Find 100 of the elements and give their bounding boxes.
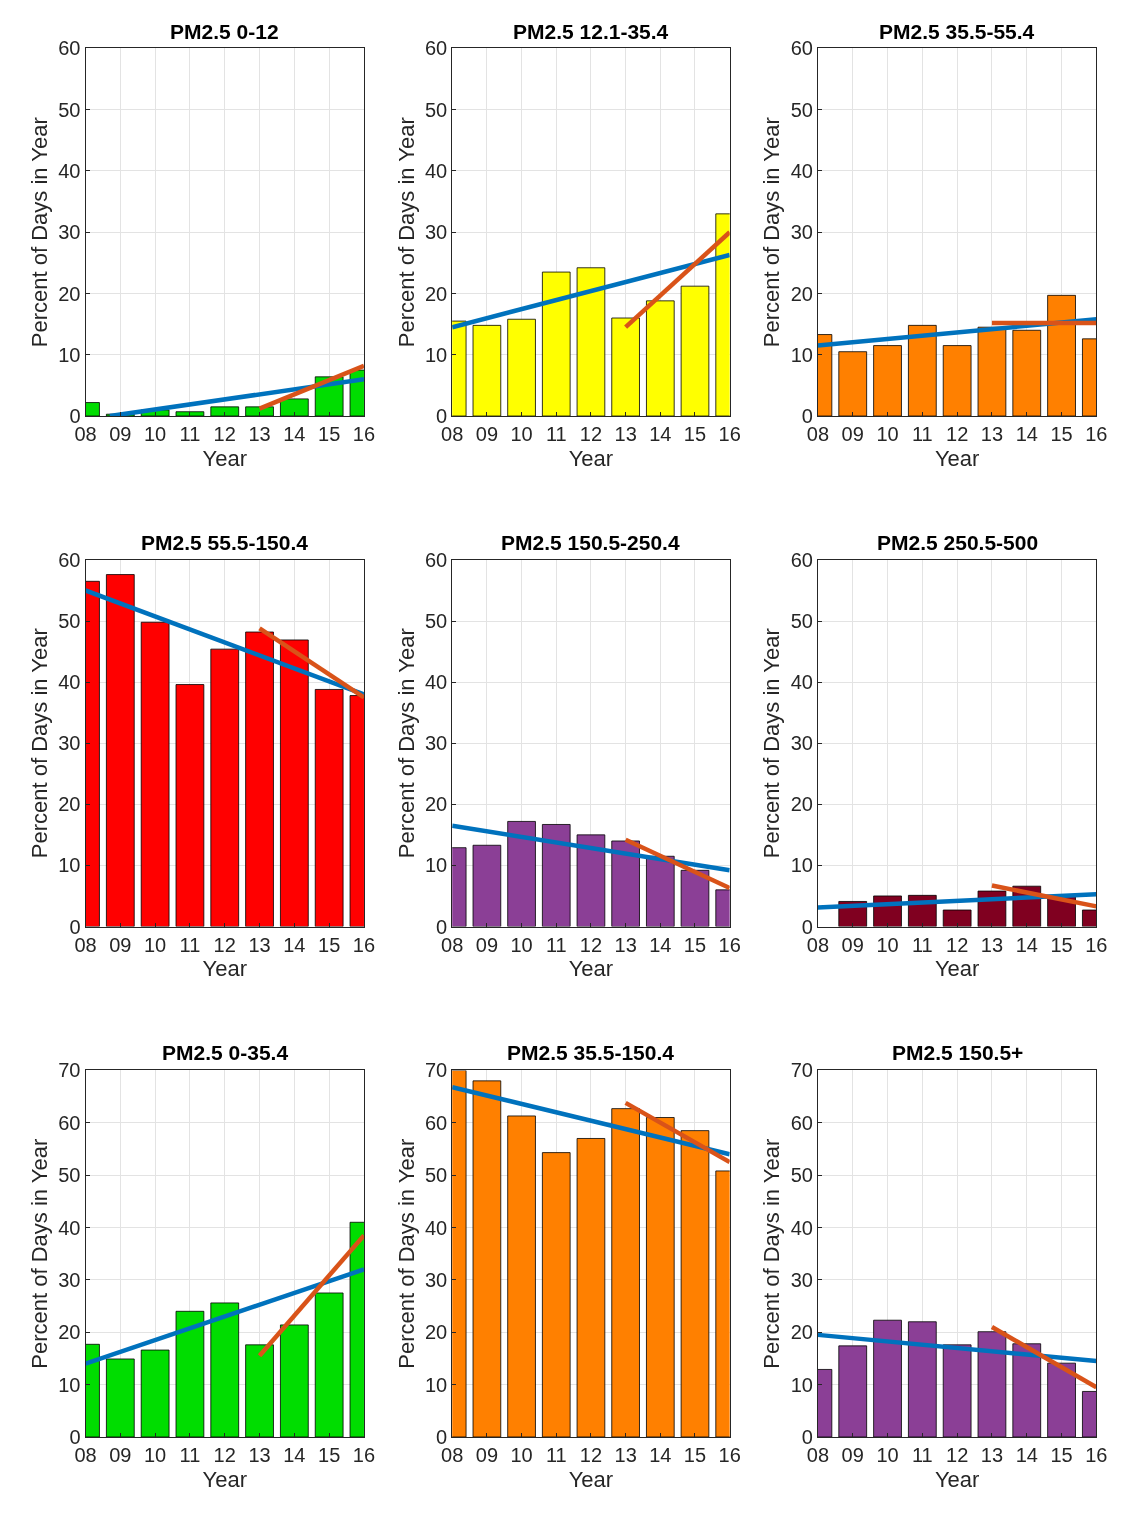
y-tick-label: 40 xyxy=(790,671,813,694)
bar xyxy=(210,406,240,417)
x-tick-label: 11 xyxy=(545,423,567,446)
y-axis-title: Percent of Days in Year xyxy=(759,1138,785,1369)
chart-title: PM2.5 0-12 xyxy=(170,20,279,43)
x-tick-label: 09 xyxy=(475,423,499,446)
bar xyxy=(140,621,170,927)
bar xyxy=(280,1324,309,1437)
y-tick-label: 50 xyxy=(424,98,448,121)
y-tick-label: 50 xyxy=(790,98,813,121)
bar xyxy=(611,840,640,927)
y-tick-label: 70 xyxy=(424,1059,448,1082)
y-tick-label: 10 xyxy=(790,1373,813,1396)
y-tick-label: 50 xyxy=(58,98,81,121)
bar xyxy=(541,271,571,417)
x-tick-label: 15 xyxy=(318,933,341,956)
y-tick-label: 20 xyxy=(424,793,448,816)
bar xyxy=(1012,1343,1042,1437)
x-tick-label: 11 xyxy=(545,933,567,956)
x-tick-label: 09 xyxy=(841,1444,864,1466)
x-tick-label: 16 xyxy=(718,423,741,446)
y-tick-label: 10 xyxy=(58,854,81,877)
y-tick-label: 30 xyxy=(424,221,448,244)
y-tick-label: 10 xyxy=(790,343,813,366)
chart-title: PM2.5 150.5+ xyxy=(892,1041,1024,1064)
x-tick-label: 09 xyxy=(109,423,132,446)
y-tick-label: 10 xyxy=(424,1373,448,1396)
x-tick-label: 15 xyxy=(318,423,341,446)
x-tick-label: 10 xyxy=(876,423,899,446)
x-tick-label: 14 xyxy=(283,933,306,956)
bar xyxy=(942,909,972,927)
x-tick-label: 15 xyxy=(1050,423,1073,446)
bar xyxy=(541,824,571,927)
y-tick-label: 60 xyxy=(58,37,81,60)
x-axis-title: Year xyxy=(202,445,247,471)
chart-title: PM2.5 250.5-500 xyxy=(877,531,1039,554)
x-tick-label: 13 xyxy=(248,933,271,956)
chart-title: PM2.5 35.5-150.4 xyxy=(507,1041,675,1064)
x-tick-label: 10 xyxy=(876,933,899,956)
x-tick-label: 14 xyxy=(1015,423,1038,446)
x-tick-label: 12 xyxy=(946,423,969,446)
y-tick-label: 30 xyxy=(424,1268,448,1291)
bar xyxy=(873,345,902,417)
y-tick-label: 40 xyxy=(58,671,81,694)
x-tick-label: 09 xyxy=(841,933,864,956)
y-tick-label: 60 xyxy=(424,1111,448,1134)
bar xyxy=(908,1321,937,1437)
bar xyxy=(280,398,309,417)
x-tick-label: 12 xyxy=(579,933,603,956)
y-tick-label: 30 xyxy=(790,732,813,755)
y-tick-label: 40 xyxy=(424,1216,448,1239)
x-tick-label: 14 xyxy=(649,933,672,956)
y-axis-title: Percent of Days in Year xyxy=(27,628,53,859)
x-tick-label: 16 xyxy=(352,423,376,446)
bar xyxy=(210,648,240,927)
x-tick-label: 11 xyxy=(911,423,933,446)
x-tick-label: 14 xyxy=(649,423,672,446)
x-tick-label: 11 xyxy=(179,423,201,446)
bar xyxy=(873,1319,902,1437)
bar xyxy=(977,326,1007,417)
y-tick-label: 40 xyxy=(790,1216,813,1239)
x-tick-label: 13 xyxy=(980,1444,1004,1466)
bar xyxy=(280,639,309,927)
bar xyxy=(210,1302,240,1437)
x-tick-label: 16 xyxy=(718,933,741,956)
y-tick-label: 30 xyxy=(424,732,448,755)
x-axis-title: Year xyxy=(202,956,247,982)
bar xyxy=(680,1130,710,1437)
y-tick-label: 20 xyxy=(58,1321,81,1344)
y-tick-label: 60 xyxy=(424,548,448,571)
chart-title: PM2.5 55.5-150.4 xyxy=(141,531,309,554)
bar xyxy=(472,324,502,417)
x-tick-label: 12 xyxy=(579,423,603,446)
bar xyxy=(541,1152,571,1437)
x-tick-label: 11 xyxy=(911,933,933,956)
y-axis-title: Percent of Days in Year xyxy=(27,1138,53,1369)
y-tick-label: 20 xyxy=(58,282,81,305)
y-tick-label: 60 xyxy=(790,548,813,571)
y-tick-label: 60 xyxy=(790,1111,813,1134)
x-tick-label: 09 xyxy=(841,423,864,446)
bar xyxy=(1047,1362,1076,1437)
x-tick-label: 13 xyxy=(248,1444,271,1466)
y-tick-label: 30 xyxy=(58,1268,81,1291)
x-tick-label: 11 xyxy=(911,1444,933,1466)
x-tick-label: 09 xyxy=(109,933,132,956)
bar xyxy=(245,1344,274,1437)
y-tick-label: 30 xyxy=(790,1268,813,1291)
x-axis-title: Year xyxy=(934,445,980,471)
x-axis-title: Year xyxy=(202,1466,247,1492)
bar xyxy=(140,1349,170,1437)
bar xyxy=(977,1331,1007,1437)
x-tick-label: 10 xyxy=(876,1444,899,1466)
x-axis-title: Year xyxy=(568,445,614,471)
x-tick-label: 12 xyxy=(213,423,236,446)
x-tick-label: 15 xyxy=(1050,933,1073,956)
bar xyxy=(942,1344,972,1437)
y-tick-label: 50 xyxy=(790,1164,813,1187)
bar xyxy=(908,324,937,417)
x-tick-label: 16 xyxy=(1085,1444,1108,1466)
y-tick-label: 30 xyxy=(58,221,81,244)
